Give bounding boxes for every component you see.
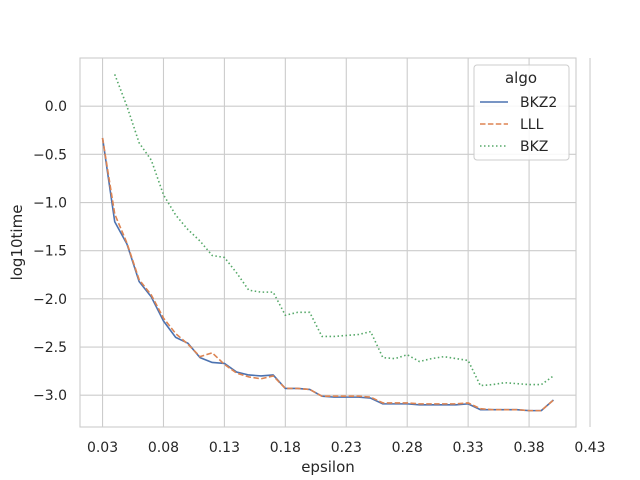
series-line-bkz (113, 74, 554, 387)
legend-label-bkz2: BKZ2 (520, 95, 557, 111)
x-tick-label: 0.18 (270, 440, 301, 456)
x-tick-label: 0.08 (148, 440, 179, 456)
series-layer (101, 74, 554, 412)
y-tick-label: −1.5 (33, 244, 67, 260)
y-tick-label: −0.5 (33, 147, 67, 163)
y-tick-label: −2.0 (33, 292, 67, 308)
x-tick-label: 0.13 (209, 440, 240, 456)
x-tick-label: 0.33 (453, 440, 484, 456)
legend: algo BKZ2 LLL BKZ (473, 64, 570, 161)
legend-label-lll: LLL (520, 117, 544, 133)
x-tick-label: 0.28 (392, 440, 423, 456)
grid (80, 58, 591, 427)
legend-label-bkz: BKZ (520, 139, 548, 155)
y-tick-label: 0.0 (45, 99, 67, 115)
x-tick-label: 0.03 (87, 440, 118, 456)
y-tick-label: −1.0 (33, 196, 67, 212)
x-tick-labels: 0.03 0.08 0.13 0.18 0.23 0.28 0.33 0.38 0.43 (87, 440, 606, 456)
series-line-lll (101, 137, 554, 412)
legend-box (473, 64, 570, 161)
legend-entries: BKZ2 LLL BKZ (480, 95, 557, 155)
x-axis-label: epsilon (301, 458, 355, 476)
legend-title: algo (505, 69, 537, 87)
plot-frame (79, 57, 577, 428)
x-tick-label: 0.43 (574, 440, 605, 456)
x-tick-label: 0.38 (513, 440, 544, 456)
y-axis-label: log10time (8, 205, 26, 281)
y-tick-labels: 0.0 −0.5 −1.0 −1.5 −2.0 −2.5 −3.0 (33, 99, 67, 404)
x-tick-label: 0.23 (331, 440, 362, 456)
y-tick-label: −3.0 (33, 388, 67, 404)
y-tick-label: −2.5 (33, 340, 67, 356)
